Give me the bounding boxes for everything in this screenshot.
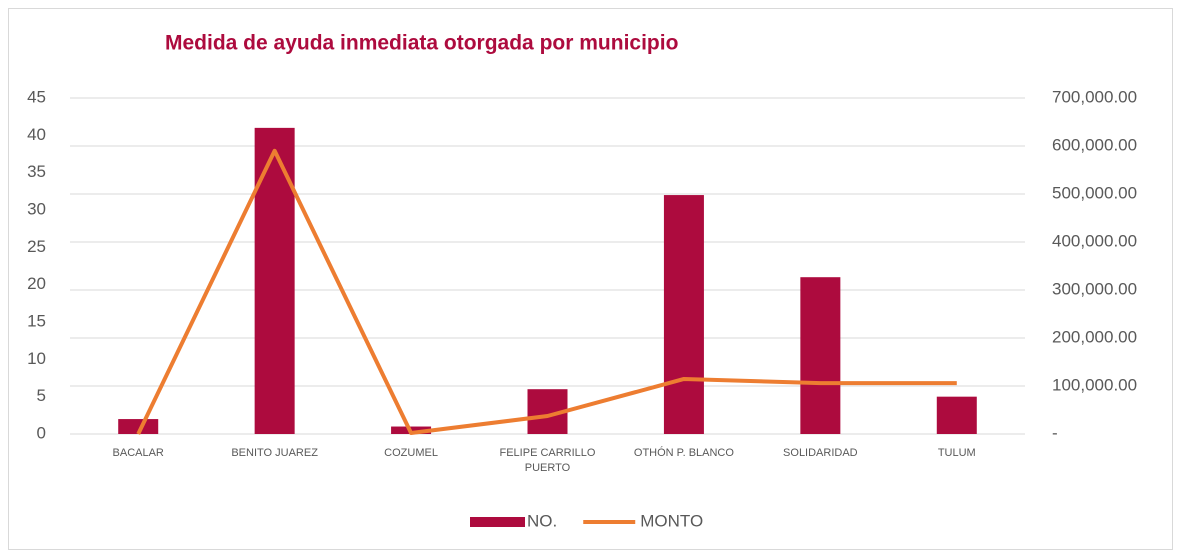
y2-tick-label: 100,000.00: [1052, 375, 1137, 394]
y-tick-label: 5: [37, 386, 46, 405]
y-tick-label: 45: [27, 87, 46, 106]
bar: [118, 419, 159, 434]
x-tick-label: BACALAR: [112, 447, 164, 459]
bar: [936, 396, 977, 434]
x-tick-label: FELIPE CARRILLO PUERTO: [499, 447, 596, 474]
y-tick-label: 20: [27, 274, 46, 293]
x-tick-label: TULUM: [937, 447, 976, 459]
y2-tick-label: -: [1052, 423, 1058, 442]
y-tick-label: 30: [27, 199, 46, 218]
legend-swatch: [470, 517, 525, 527]
y-tick-label: 15: [27, 311, 46, 330]
line: [136, 148, 957, 436]
y-tick-label: 25: [27, 237, 46, 256]
legend-label: NO.: [527, 511, 557, 530]
y2-tick-label: 500,000.00: [1052, 183, 1137, 202]
y-tick-label: 10: [27, 349, 46, 368]
bar: [800, 277, 841, 434]
y2-tick-label: 200,000.00: [1052, 327, 1137, 346]
bar: [663, 195, 704, 434]
legend-label: MONTO: [640, 511, 703, 530]
chart-title: Medida de ayuda inmediata otorgada por m…: [165, 32, 678, 55]
chart-frame: [8, 8, 1173, 550]
x-tick-label: SOLIDARIDAD: [783, 447, 858, 459]
y2-tick-label: 600,000.00: [1052, 135, 1137, 154]
y2-tick-label: 400,000.00: [1052, 231, 1137, 250]
bar: [254, 127, 295, 434]
y2-tick-label: 300,000.00: [1052, 279, 1137, 298]
x-tick-label: COZUMEL: [384, 447, 438, 459]
x-tick-label: BENITO JUAREZ: [231, 447, 318, 459]
y-tick-label: 35: [27, 162, 46, 181]
y-tick-label: 0: [37, 423, 46, 442]
y-tick-label: 40: [27, 125, 46, 144]
y2-tick-label: 700,000.00: [1052, 87, 1137, 106]
x-tick-label: OTHÓN P. BLANCO: [633, 447, 734, 459]
